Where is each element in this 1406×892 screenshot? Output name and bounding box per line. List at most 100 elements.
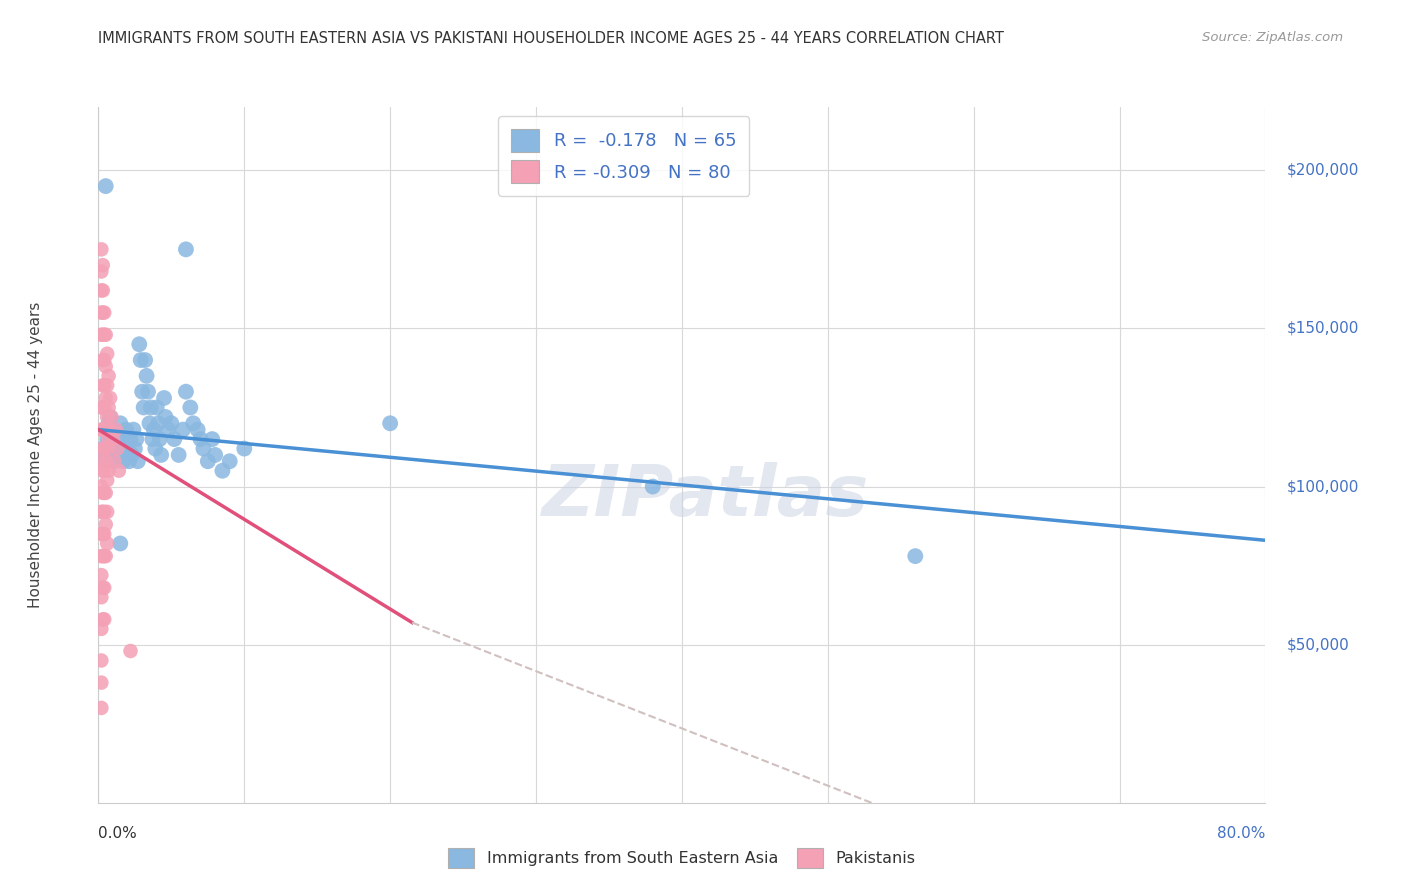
Point	[98, 409, 121, 424]
Point	[174, 243, 197, 257]
Point	[204, 448, 226, 462]
Point	[94, 391, 117, 405]
Point	[91, 527, 114, 541]
Point	[127, 454, 149, 468]
Point	[91, 327, 114, 342]
Point	[90, 284, 112, 298]
Point	[93, 612, 115, 626]
Point	[96, 432, 118, 446]
Point	[163, 432, 186, 446]
Point	[94, 486, 117, 500]
Point	[110, 417, 132, 431]
Point	[149, 432, 172, 446]
Point	[90, 622, 112, 636]
Point	[91, 464, 114, 478]
Point	[641, 479, 664, 493]
Point	[90, 264, 112, 278]
Point	[101, 423, 124, 437]
Point	[93, 423, 115, 437]
Point	[105, 432, 128, 446]
Point	[233, 442, 256, 456]
Point	[93, 442, 115, 456]
Point	[91, 581, 114, 595]
Point	[146, 401, 169, 415]
Point	[90, 549, 112, 563]
Point	[91, 305, 114, 319]
Point	[91, 505, 114, 519]
Point	[91, 353, 114, 368]
Point	[93, 464, 115, 478]
Point	[96, 536, 118, 550]
Text: $150,000: $150,000	[1286, 321, 1358, 336]
Point	[90, 243, 112, 257]
Point	[96, 409, 118, 424]
Point	[117, 442, 139, 456]
Point	[94, 359, 117, 374]
Point	[157, 423, 180, 437]
Point	[115, 423, 138, 437]
Point	[125, 432, 148, 446]
Text: $200,000: $200,000	[1286, 163, 1358, 178]
Point	[181, 417, 204, 431]
Point	[190, 432, 212, 446]
Point	[197, 454, 219, 468]
Point	[187, 423, 209, 437]
Point	[93, 486, 115, 500]
Point	[179, 401, 201, 415]
Point	[120, 432, 142, 446]
Point	[90, 423, 112, 437]
Point	[150, 448, 173, 462]
Point	[112, 454, 135, 468]
Text: IMMIGRANTS FROM SOUTH EASTERN ASIA VS PAKISTANI HOUSEHOLDER INCOME AGES 25 - 44 : IMMIGRANTS FROM SOUTH EASTERN ASIA VS PA…	[98, 31, 1004, 46]
Point	[93, 378, 115, 392]
Point	[91, 612, 114, 626]
Point	[90, 505, 112, 519]
Text: 0.0%: 0.0%	[98, 827, 138, 841]
Point	[101, 432, 124, 446]
Point	[94, 454, 117, 468]
Point	[138, 417, 160, 431]
Point	[93, 423, 115, 437]
Point	[134, 353, 156, 368]
Point	[94, 549, 117, 563]
Point	[103, 454, 125, 468]
Point	[90, 401, 112, 415]
Point	[90, 479, 112, 493]
Point	[129, 353, 152, 368]
Point	[93, 353, 115, 368]
Point	[93, 581, 115, 595]
Point	[91, 486, 114, 500]
Text: Householder Income Ages 25 - 44 years: Householder Income Ages 25 - 44 years	[28, 301, 42, 608]
Point	[114, 442, 136, 456]
Point	[193, 442, 215, 456]
Point	[108, 448, 131, 462]
Point	[90, 591, 112, 605]
Point	[90, 675, 112, 690]
Point	[94, 179, 117, 194]
Point	[128, 337, 150, 351]
Point	[132, 401, 155, 415]
Point	[91, 549, 114, 563]
Point	[103, 454, 125, 468]
Point	[148, 417, 170, 431]
Point	[91, 442, 114, 456]
Point	[141, 432, 163, 446]
Point	[90, 568, 112, 582]
Point	[97, 417, 120, 431]
Point	[96, 473, 118, 487]
Point	[90, 305, 112, 319]
Text: 80.0%: 80.0%	[1218, 827, 1265, 841]
Point	[160, 417, 183, 431]
Point	[172, 423, 194, 437]
Point	[98, 423, 121, 437]
Point	[93, 327, 115, 342]
Point	[136, 384, 159, 399]
Text: Source: ZipAtlas.com: Source: ZipAtlas.com	[1202, 31, 1343, 45]
Point	[378, 417, 402, 431]
Point	[93, 401, 115, 415]
Point	[91, 423, 114, 437]
Point	[120, 644, 142, 658]
Point	[90, 653, 112, 667]
Point	[97, 464, 120, 478]
Point	[153, 391, 176, 405]
